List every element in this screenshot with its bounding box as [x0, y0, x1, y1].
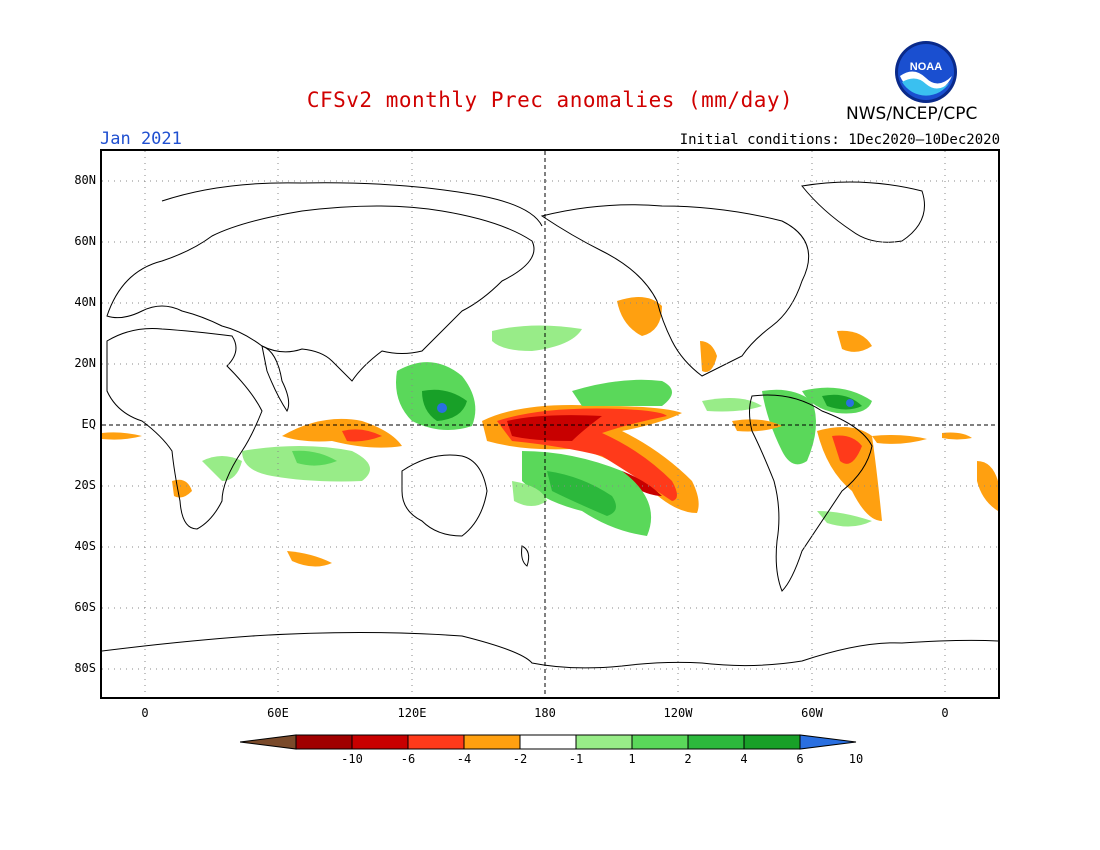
noaa-logo: NOAA: [894, 40, 958, 104]
colorbar-segment: [463, 734, 521, 750]
colorbar-segment: [407, 734, 465, 750]
lon-gridlines: [144, 151, 946, 697]
colorbar-label: -2: [512, 752, 528, 766]
anomaly-map: [100, 149, 1000, 699]
colorbar-label: -4: [456, 752, 472, 766]
lat-tick-label: 60N: [74, 234, 96, 248]
colorbar-label: 2: [684, 752, 692, 766]
lon-tick-label: 120E: [397, 706, 427, 720]
colorbar-segment: [519, 734, 577, 750]
colorbar-label: 1: [628, 752, 636, 766]
colorbar-segment: [743, 734, 801, 750]
forecast-month: Jan 2021: [100, 129, 182, 149]
colorbar-label: -6: [400, 752, 416, 766]
colorbar-segment: [351, 734, 409, 750]
coastlines: [101, 181, 999, 669]
logo-text: NOAA: [910, 61, 942, 73]
colorbar-right-arrow: [799, 734, 857, 750]
colorbar-segment: [575, 734, 633, 750]
anomaly-fills: [102, 297, 998, 567]
lat-tick-label: EQ: [81, 417, 96, 431]
lat-tick-label: 20S: [74, 478, 96, 492]
colorbar-left-arrow: [239, 734, 297, 750]
lat-tick-label: 60S: [74, 600, 96, 614]
lon-tick-label: 120W: [663, 706, 693, 720]
colorbar: [239, 733, 862, 755]
lat-tick-label: 80N: [74, 173, 96, 187]
lon-tick-label: 0: [941, 706, 949, 720]
lat-tick-label: 80S: [74, 661, 96, 675]
map-canvas: [101, 151, 999, 697]
lon-tick-label: 0: [141, 706, 149, 720]
colorbar-segment: [631, 734, 689, 750]
lat-tick-label: 40S: [74, 539, 96, 553]
lon-tick-label: 60W: [801, 706, 823, 720]
colorbar-label: 6: [796, 752, 804, 766]
lat-tick-label: 20N: [74, 356, 96, 370]
colorbar-segment: [295, 734, 353, 750]
initial-conditions: Initial conditions: 1Dec2020—10Dec2020: [679, 132, 1000, 148]
colorbar-label: -1: [568, 752, 584, 766]
colorbar-segment: [687, 734, 745, 750]
colorbar-label: 4: [740, 752, 748, 766]
colorbar-label: -10: [341, 752, 363, 766]
lon-tick-label: 60E: [267, 706, 289, 720]
map-title: CFSv2 monthly Prec anomalies (mm/day): [306, 88, 794, 112]
lat-tick-label: 40N: [74, 295, 96, 309]
colorbar-label: 10: [848, 752, 864, 766]
lon-tick-label: 180: [534, 706, 556, 720]
agency-label: NWS/NCEP/CPC: [846, 104, 978, 124]
